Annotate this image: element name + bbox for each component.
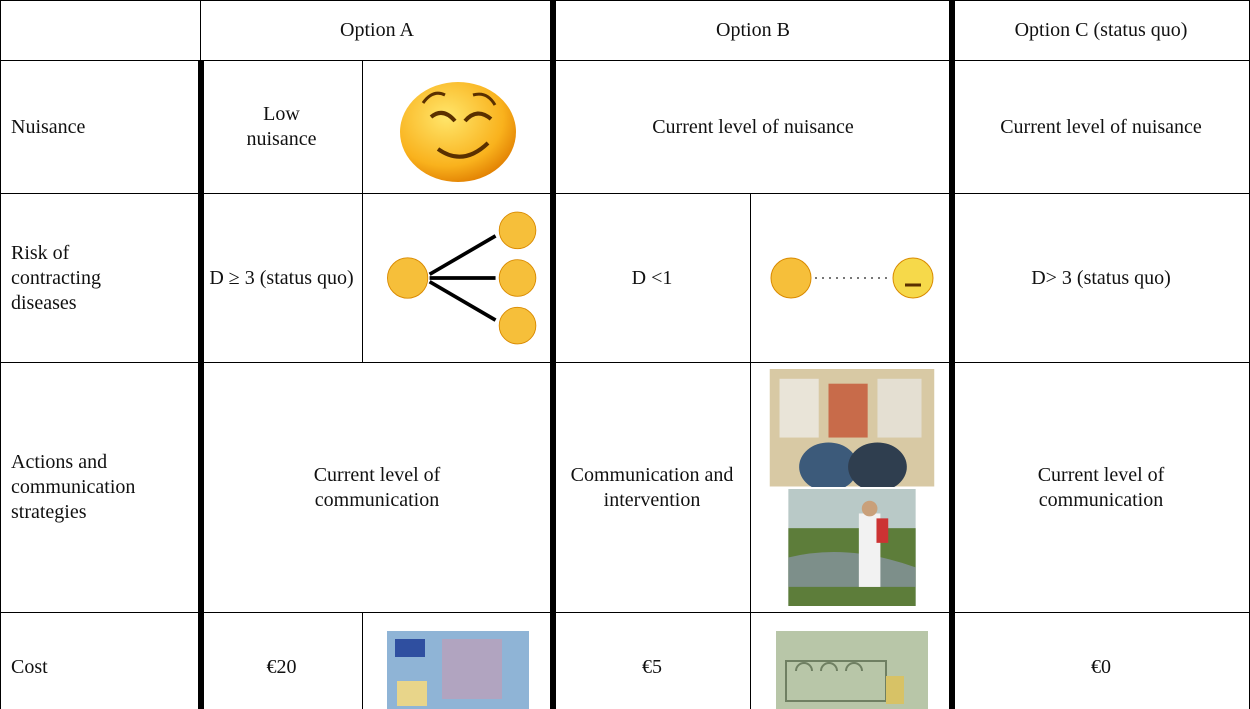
thick-separator: [550, 0, 556, 709]
cell: Current level of communication: [952, 362, 1250, 613]
cell: Low nuisance: [200, 60, 363, 194]
smiley-icon: [400, 82, 516, 182]
spraying-photo: [787, 488, 916, 606]
thick-separator: [949, 0, 955, 709]
cell: D <1: [553, 193, 751, 363]
cell: Current level of communication: [200, 362, 554, 613]
image-cell: [750, 612, 953, 709]
cell: €0: [952, 612, 1250, 709]
cell: Communication and intervention: [553, 362, 751, 613]
header-cell: Option C (status quo): [952, 0, 1250, 61]
image-cell: [750, 362, 953, 613]
image-cell: [362, 60, 554, 194]
thick-separator: [198, 60, 204, 709]
banknote-20: [387, 631, 529, 709]
image-cell: [362, 193, 554, 363]
header-cell: Option A: [200, 0, 554, 61]
image-cell: [750, 193, 953, 363]
exhibition-photo: [769, 369, 934, 487]
banknote-5: [775, 631, 928, 709]
row-label: Actions and communication strategies: [0, 362, 201, 613]
cell: Current level of nuisance: [952, 60, 1250, 194]
cell: D ≥ 3 (status quo): [200, 193, 363, 363]
corner-cell: [0, 0, 201, 61]
row-label: Risk of contracting diseases: [0, 193, 201, 363]
image-cell: [362, 612, 554, 709]
row-label: Cost: [0, 612, 201, 709]
cell: D> 3 (status quo): [952, 193, 1250, 363]
cell: Current level of nuisance: [553, 60, 953, 194]
cell: €20: [200, 612, 363, 709]
cell: €5: [553, 612, 751, 709]
spread-icon: [387, 211, 537, 345]
header-cell: Option B: [553, 0, 953, 61]
row-label: Nuisance: [0, 60, 201, 194]
reduction-icon: [770, 257, 933, 299]
